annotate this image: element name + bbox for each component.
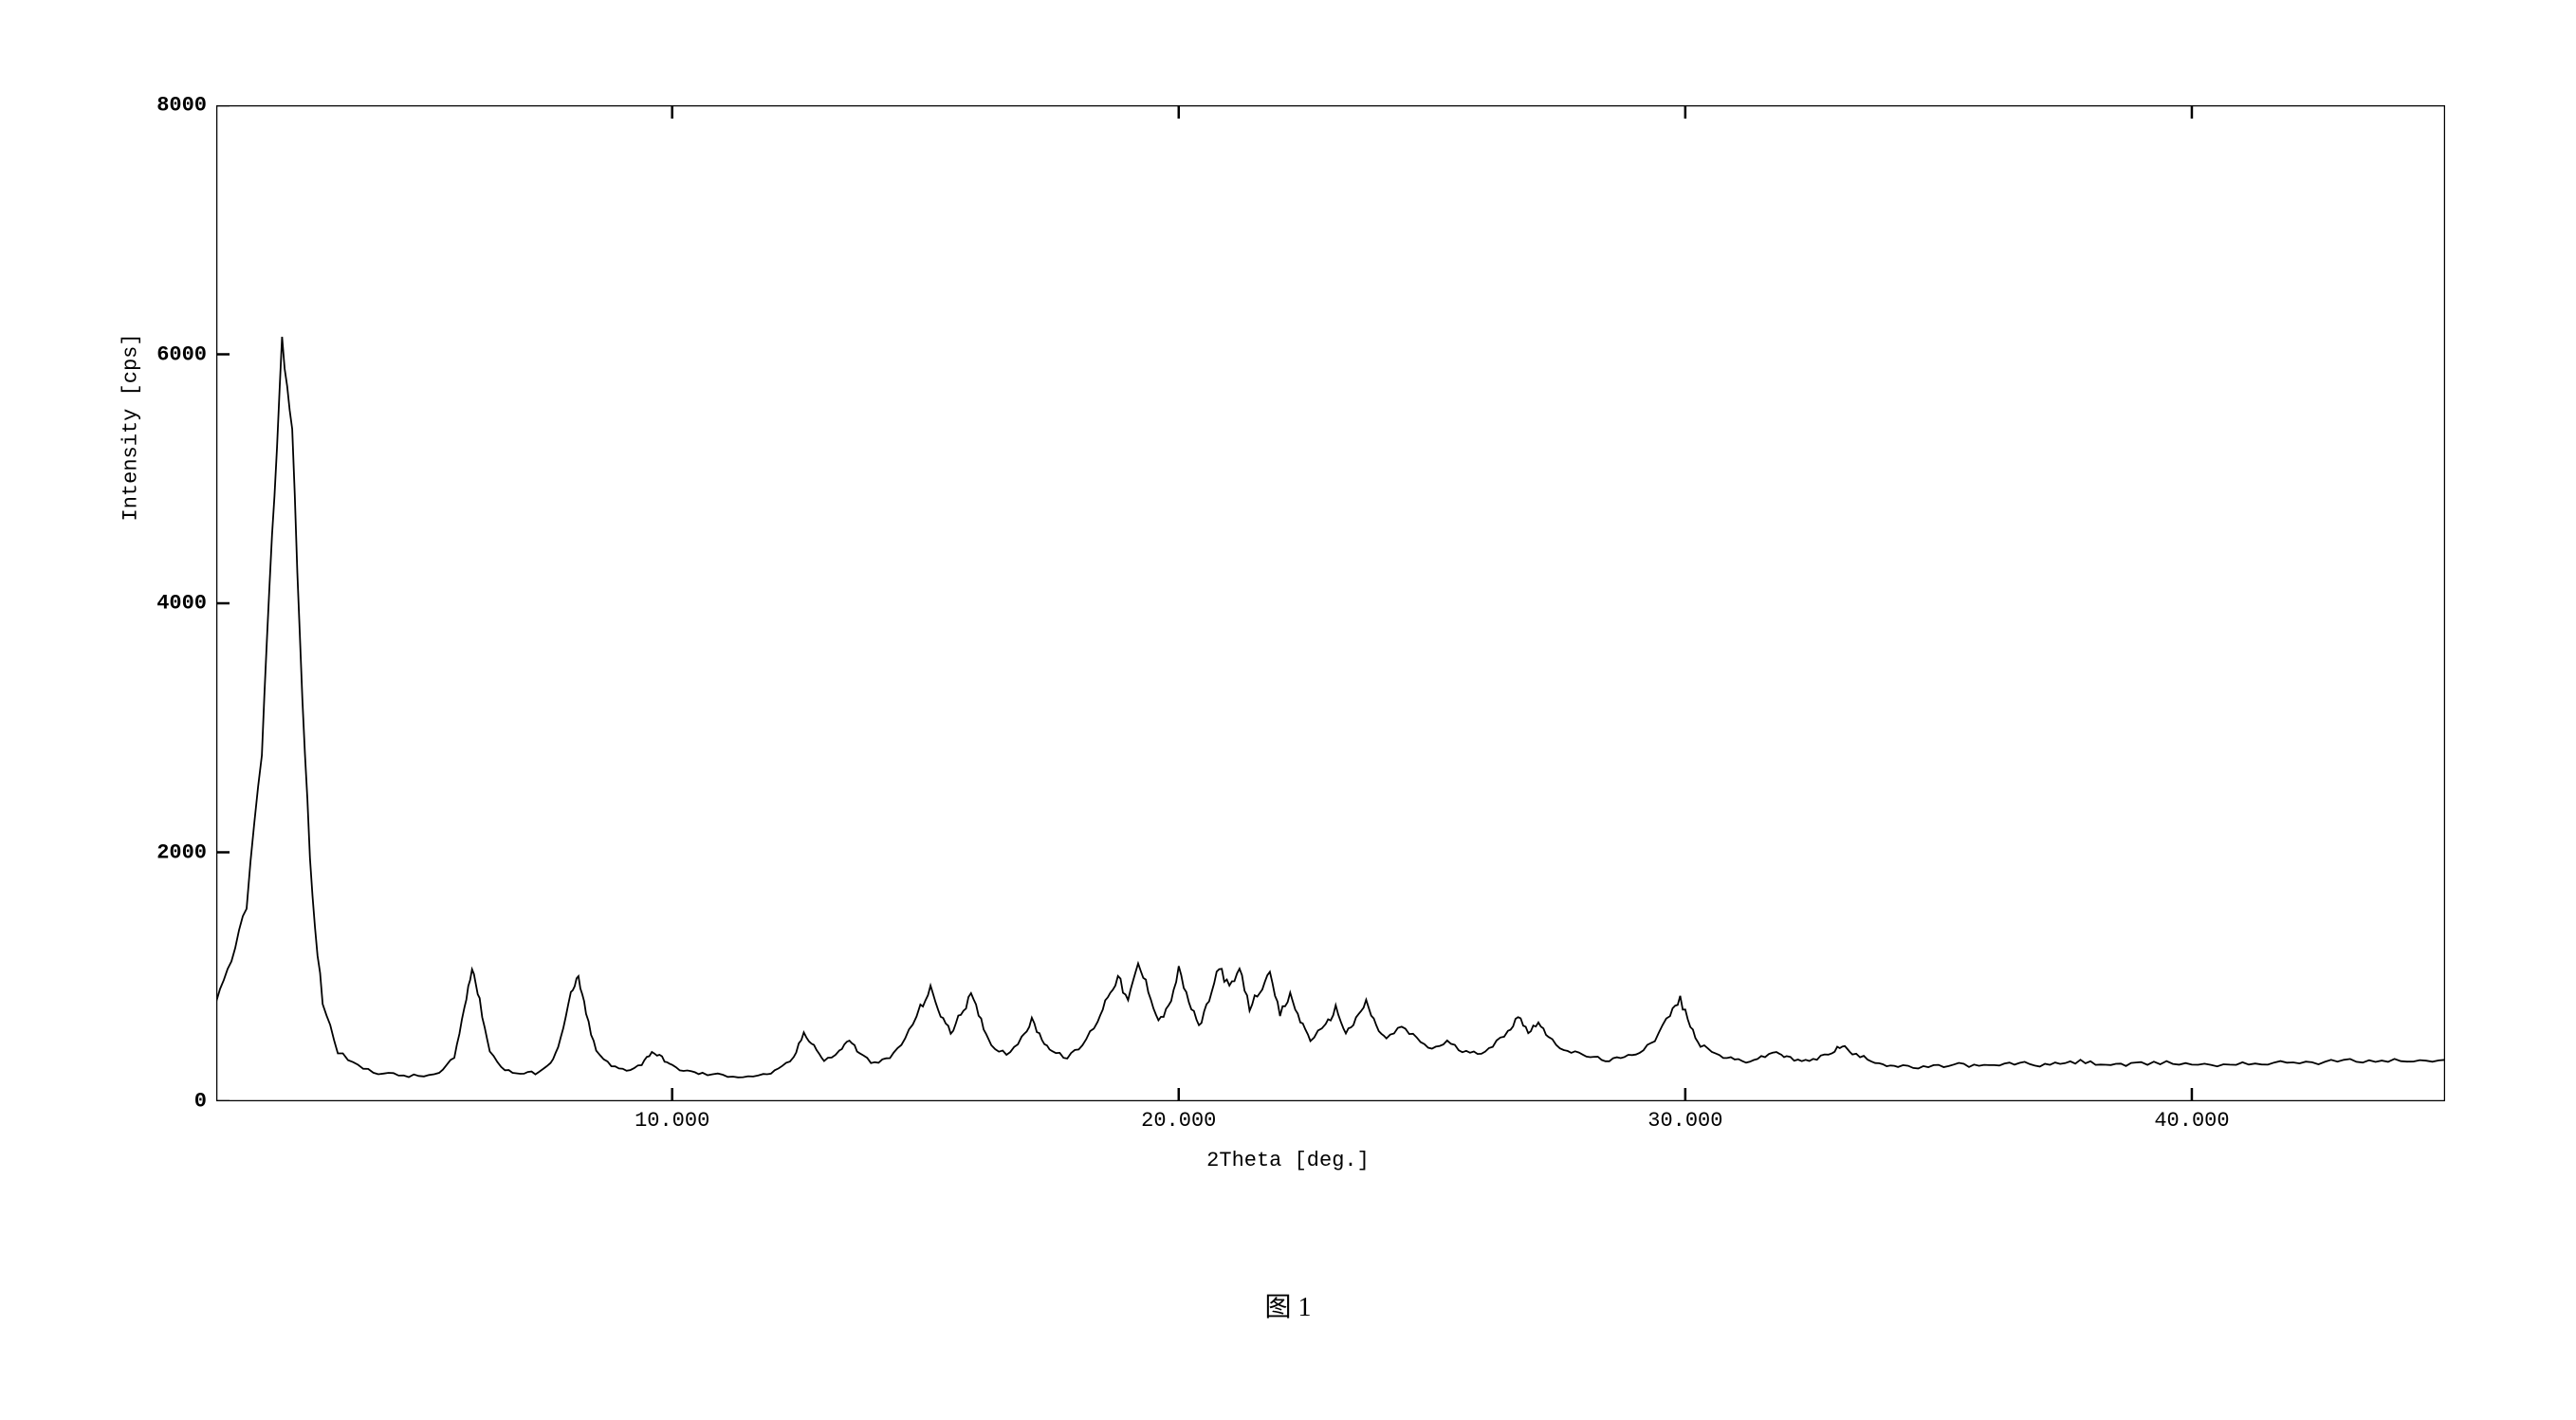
y-axis-label: Intensity [cps] xyxy=(120,333,143,521)
plot-area: Intensity [cps] 02000400060008000 10.000… xyxy=(216,105,2455,1101)
x-tick-label: 10.000 xyxy=(635,1109,709,1133)
y-tick-label: 8000 xyxy=(156,94,207,118)
x-axis-label: 2Theta [deg.] xyxy=(102,1149,2474,1172)
y-tick-label: 2000 xyxy=(156,840,207,864)
plot-svg xyxy=(216,105,2445,1101)
xrd-chart: Intensity [cps] 0 2000 4000 6000 8000 10.000… xyxy=(102,96,2474,1324)
y-tick-label: 4000 xyxy=(156,592,207,616)
y-tick-label: 6000 xyxy=(156,342,207,366)
x-tick-label: 30.000 xyxy=(1647,1109,1722,1133)
xrd-trace xyxy=(216,337,2445,1078)
x-tick-label: 40.000 xyxy=(2154,1109,2229,1133)
figure-caption: 图 1 xyxy=(102,1286,2474,1324)
y-tick-label: 0 xyxy=(194,1090,207,1114)
x-tick-label: 20.000 xyxy=(1141,1109,1216,1133)
